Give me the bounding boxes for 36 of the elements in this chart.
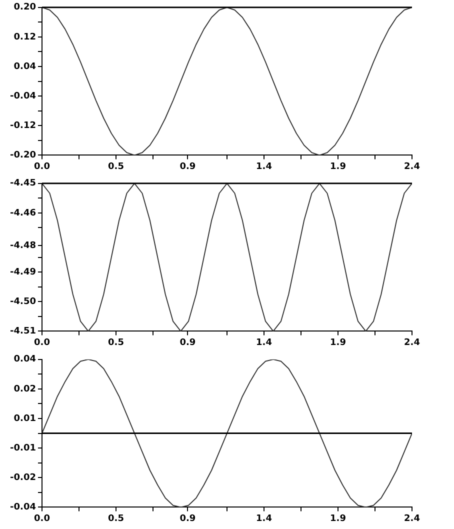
x-tick-label: 0.0 [34, 514, 50, 524]
x-tick-label: 0.0 [34, 338, 50, 348]
y-tick-label: 0.02 [14, 384, 36, 394]
x-tick-label: 0.5 [108, 162, 124, 172]
y-tick-label: -0.04 [10, 91, 36, 102]
x-tick-label: 0.5 [108, 514, 124, 524]
y-tick-label: -4.46 [10, 208, 36, 218]
x-tick-label: 1.4 [256, 162, 272, 172]
x-tick-label: 0.0 [34, 162, 50, 172]
y-tick-label: 0.04 [14, 62, 36, 72]
y-tick-label: 0.04 [14, 354, 36, 365]
y-tick-label: -4.51 [10, 326, 36, 337]
y-tick-label: -4.45 [10, 178, 36, 189]
y-tick-label: -4.48 [10, 240, 36, 251]
y-tick-label: 0.12 [14, 32, 36, 42]
x-tick-label: 0.9 [180, 162, 196, 172]
x-tick-label: 1.4 [256, 514, 272, 524]
y-tick-label: -0.02 [10, 472, 36, 483]
x-tick-label: 1.9 [330, 338, 346, 348]
x-tick-label: 0.9 [180, 338, 196, 348]
x-tick-label: 2.4 [404, 162, 420, 172]
y-tick-label: -0.04 [10, 502, 36, 513]
y-tick-label: 0.20 [14, 2, 36, 13]
y-tick-label: -0.20 [10, 150, 36, 161]
y-tick-label: -4.49 [10, 267, 36, 278]
x-tick-label: 1.4 [256, 338, 272, 348]
x-tick-label: 0.9 [180, 514, 196, 524]
x-tick-label: 0.5 [108, 338, 124, 348]
y-tick-label: 0.01 [14, 414, 36, 424]
y-tick-label: -4.50 [10, 296, 36, 307]
x-tick-label: 1.9 [330, 514, 346, 524]
y-tick-label: -0.12 [10, 120, 36, 131]
y-tick-label: -0.01 [10, 443, 36, 454]
x-tick-label: 2.4 [404, 514, 420, 524]
x-tick-label: 1.9 [330, 162, 346, 172]
x-tick-label: 2.4 [404, 338, 420, 348]
